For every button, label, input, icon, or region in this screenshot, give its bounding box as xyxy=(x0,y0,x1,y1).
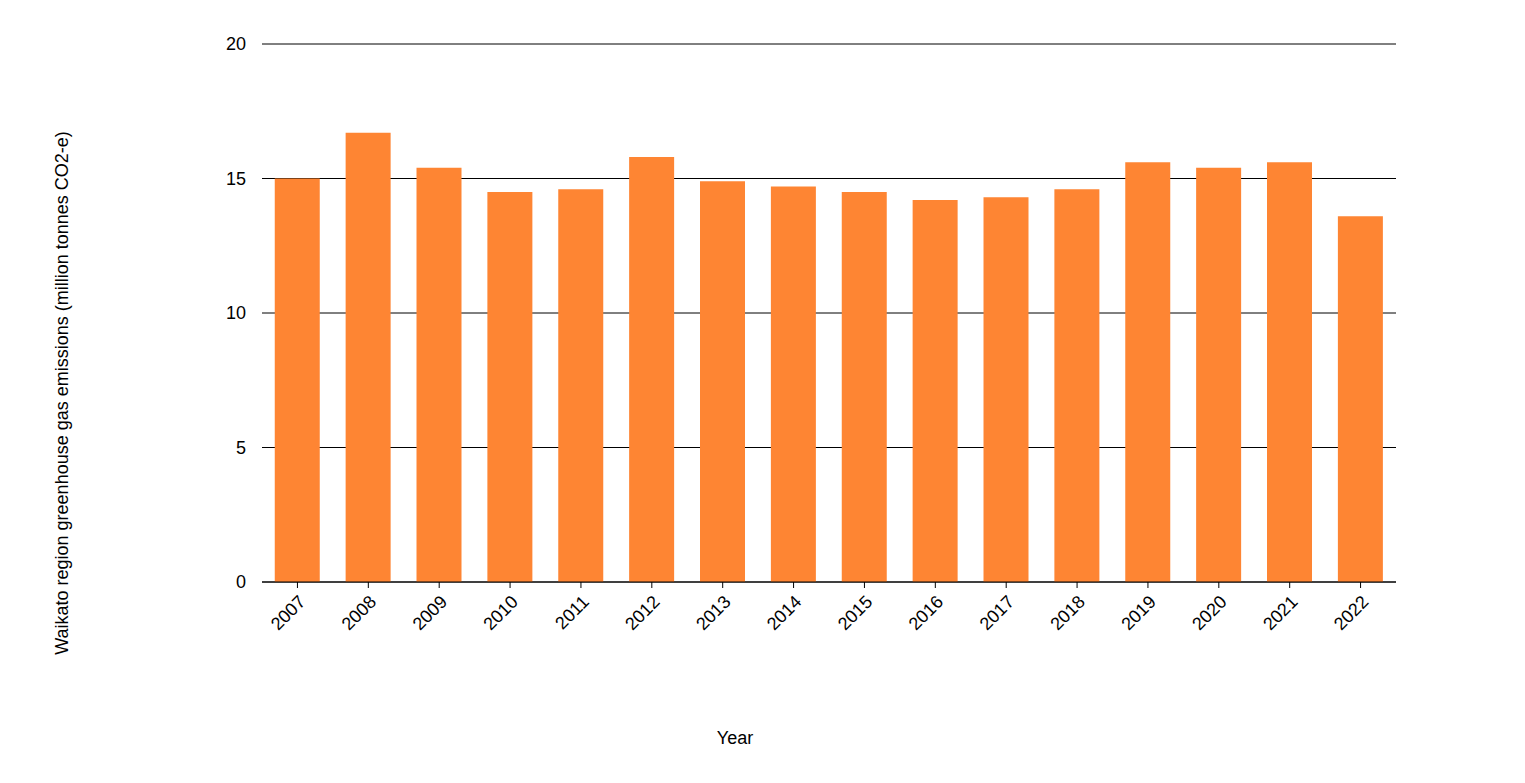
svg-text:Year: Year xyxy=(717,728,753,748)
svg-text:2011: 2011 xyxy=(551,592,593,634)
svg-text:2016: 2016 xyxy=(905,592,947,634)
svg-text:2010: 2010 xyxy=(479,592,521,634)
svg-text:2017: 2017 xyxy=(976,592,1018,634)
svg-text:5: 5 xyxy=(236,438,246,458)
svg-text:2013: 2013 xyxy=(692,592,734,634)
svg-text:2008: 2008 xyxy=(338,592,380,634)
svg-text:2012: 2012 xyxy=(621,592,663,634)
svg-text:10: 10 xyxy=(226,303,246,323)
svg-text:2015: 2015 xyxy=(834,592,876,634)
svg-text:2007: 2007 xyxy=(267,592,309,634)
svg-text:0: 0 xyxy=(236,572,246,592)
svg-text:20: 20 xyxy=(226,34,246,54)
svg-text:2018: 2018 xyxy=(1046,592,1088,634)
svg-text:Waikato region greenhouse gas: Waikato region greenhouse gas emissions … xyxy=(52,131,72,655)
svg-text:2021: 2021 xyxy=(1259,592,1301,634)
svg-text:2014: 2014 xyxy=(763,592,805,634)
svg-text:2020: 2020 xyxy=(1188,592,1230,634)
svg-text:15: 15 xyxy=(226,169,246,189)
svg-text:2019: 2019 xyxy=(1117,592,1159,634)
svg-text:2022: 2022 xyxy=(1330,592,1372,634)
svg-text:2009: 2009 xyxy=(409,592,451,634)
